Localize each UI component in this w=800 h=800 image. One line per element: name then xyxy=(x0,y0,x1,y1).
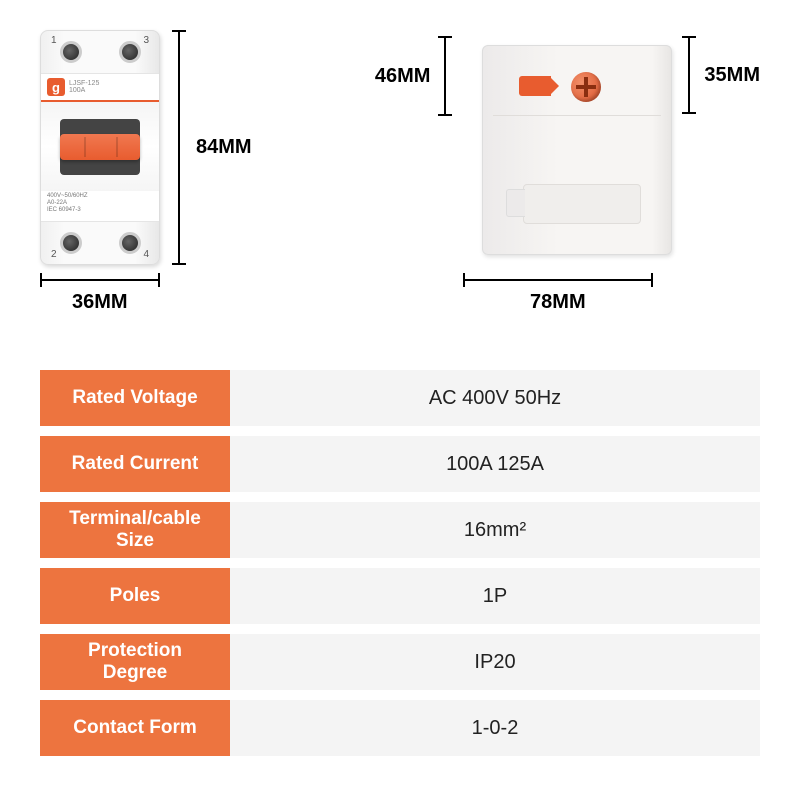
dim-side-width xyxy=(463,273,653,287)
breaker-side-view xyxy=(462,30,672,265)
spec-value: 16mm² xyxy=(230,502,760,558)
spec-value: 100A 125A xyxy=(230,436,760,492)
spec-name: Contact Form xyxy=(40,700,230,756)
spec-name: Poles xyxy=(40,568,230,624)
terminal-hole xyxy=(119,232,141,254)
front-view-block: 1 3 g LJSF-125100A xyxy=(40,30,252,314)
switch-slot xyxy=(60,119,140,175)
spec-name: Rated Current xyxy=(40,436,230,492)
din-rail-clip xyxy=(523,184,641,224)
terminal-hole xyxy=(60,232,82,254)
dim-label: 36MM xyxy=(72,291,128,314)
terminal-label-4: 4 xyxy=(143,249,149,260)
terminal-label-1: 1 xyxy=(51,35,57,46)
spec-name: Rated Voltage xyxy=(40,370,230,426)
spec-row: Contact Form 1-0-2 xyxy=(40,700,760,756)
side-lever xyxy=(519,76,551,96)
dim-front-width xyxy=(40,273,160,287)
terminal-hole xyxy=(60,41,82,63)
specs-table: Rated Voltage AC 400V 50Hz Rated Current… xyxy=(40,370,760,756)
dim-side-top xyxy=(682,36,696,114)
dim-label: 35MM xyxy=(704,64,760,87)
rating-print: 400V~50/60HZ A0-22A IEC 60947-3 xyxy=(41,191,159,221)
breaker-front-view: 1 3 g LJSF-125100A xyxy=(40,30,160,265)
spec-value: AC 400V 50Hz xyxy=(230,370,760,426)
product-diagrams: 1 3 g LJSF-125100A xyxy=(40,30,760,350)
dim-label: 46MM xyxy=(375,65,431,88)
spec-row: Terminal/cable Size 16mm² xyxy=(40,502,760,558)
dim-label: 84MM xyxy=(196,136,252,159)
brand-logo: g xyxy=(47,78,65,96)
side-view-block: 46MM 35MM xyxy=(375,30,760,314)
dim-label: 78MM xyxy=(530,291,586,314)
spec-name: Terminal/cable Size xyxy=(40,502,230,558)
switch-handle xyxy=(60,134,140,160)
dim-front-height xyxy=(172,30,186,265)
terminal-label-3: 3 xyxy=(143,35,149,46)
spec-value: 1-0-2 xyxy=(230,700,760,756)
spec-value: 1P xyxy=(230,568,760,624)
spec-value: IP20 xyxy=(230,634,760,690)
spec-row: Rated Current 100A 125A xyxy=(40,436,760,492)
spec-name: Protection Degree xyxy=(40,634,230,690)
terminal-hole xyxy=(119,41,141,63)
spec-row: Rated Voltage AC 400V 50Hz xyxy=(40,370,760,426)
spec-row: Poles 1P xyxy=(40,568,760,624)
model-text: LJSF-125100A xyxy=(69,80,99,94)
dim-side-lever xyxy=(438,36,452,116)
terminal-label-2: 2 xyxy=(51,249,57,260)
spec-row: Protection Degree IP20 xyxy=(40,634,760,690)
